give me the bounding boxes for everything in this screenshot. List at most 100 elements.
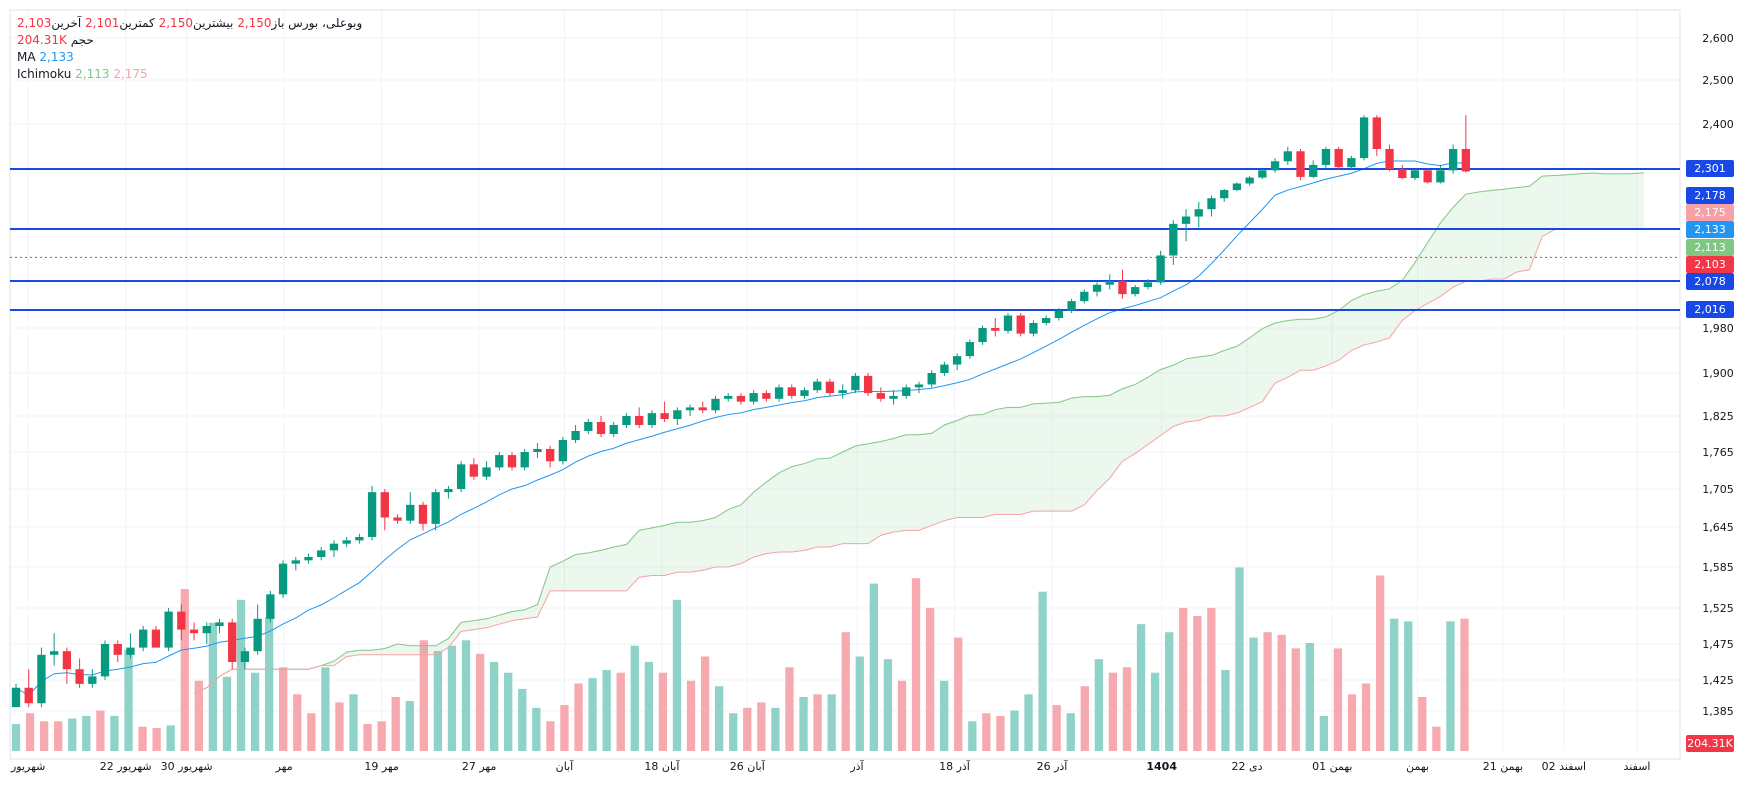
candle-up [304, 557, 313, 561]
candle-up [406, 504, 415, 521]
volume-bar [672, 599, 682, 751]
ohlc-row: وبوعلی، بورس باز2,150 بیشترین2,150 کمتری… [17, 15, 362, 32]
volume-bar [588, 678, 597, 751]
time-axis[interactable]: شهریور 22 شهریور 30 شهریور مهر 19 مهر 27 مهر آ… [10, 759, 1650, 773]
volume-bar [1122, 667, 1132, 751]
x-tick-label: 18 آبان [644, 759, 680, 773]
candle-up [1194, 209, 1203, 217]
price-tag: 2,113 [1686, 238, 1734, 256]
candle-up [100, 644, 110, 677]
volume-bar [644, 661, 653, 751]
candle-up [914, 384, 924, 388]
x-tick-label: 21 بهمن [1483, 760, 1523, 773]
volume-bar [1263, 632, 1272, 751]
candle-up [266, 594, 275, 619]
ichimoku-span-a: 2,113 [75, 67, 110, 81]
candle-up [1092, 284, 1102, 292]
candle-up [1309, 164, 1318, 177]
y-tick-label: 1,765 [1702, 446, 1734, 459]
candle-up [240, 651, 250, 662]
volume-bar [1319, 715, 1329, 751]
volume-bar [307, 713, 316, 751]
y-tick-label: 1,585 [1702, 561, 1734, 574]
volume-bar [54, 721, 63, 751]
candle-up [609, 425, 618, 434]
candle-up [571, 431, 580, 440]
volume-value: 204.31K [17, 33, 67, 47]
candle-down [596, 422, 606, 434]
candlesticks[interactable] [11, 115, 1470, 708]
candle-up [978, 328, 987, 343]
candle-down [762, 393, 771, 399]
ichimoku-row[interactable]: Ichimoku 2,113 2,175 [17, 66, 362, 83]
x-tick-label: 27 مهر [462, 760, 497, 773]
candle-up [202, 626, 211, 634]
volume-bar [841, 632, 850, 751]
volume-bar [686, 680, 696, 751]
volume-bar [658, 672, 668, 751]
symbol-name[interactable]: وبوعلی، بورس [288, 16, 363, 30]
candle-up [813, 381, 822, 391]
volume-bar [321, 667, 330, 751]
candle-down [62, 651, 72, 670]
ichimoku-span-b: 2,175 [113, 67, 148, 81]
plot-frame [9, 9, 1681, 760]
volume-bar [897, 680, 907, 751]
volume-bar [461, 640, 471, 751]
y-tick-label: 2,600 [1702, 32, 1734, 45]
candle-up [1436, 170, 1445, 183]
volume-bar [279, 667, 288, 751]
volume-bar [1404, 621, 1413, 751]
volume-bar [982, 713, 991, 751]
price-axis[interactable]: 2,600 2,500 2,400 1,980 1,900 1,825 1,765 1,705… [1702, 32, 1734, 718]
candle-up [685, 407, 695, 411]
candle-up [456, 464, 466, 489]
ma-label: MA [17, 50, 36, 64]
candle-up [584, 422, 593, 431]
volume-bar [1094, 659, 1104, 751]
candle-up [1232, 183, 1242, 191]
candle-up [1169, 223, 1178, 256]
low-label: کمترین [119, 16, 155, 30]
candle-down [1334, 149, 1343, 168]
x-tick-label: 02 اسفند [1542, 760, 1586, 773]
candle-up [11, 687, 21, 708]
candle-down [1398, 169, 1407, 178]
candle-up [291, 560, 300, 564]
y-tick-label: 1,525 [1702, 602, 1734, 615]
y-tick-label: 2,500 [1702, 74, 1734, 87]
candle-up [164, 611, 173, 648]
candle-up [952, 356, 962, 365]
candle-down [863, 375, 873, 394]
ma-row[interactable]: MA 2,133 [17, 49, 362, 66]
candle-down [660, 413, 669, 419]
horizontal-levels[interactable] [10, 168, 1680, 311]
candle-up [889, 395, 898, 399]
volume-bar [532, 707, 541, 751]
volume-bar [377, 721, 386, 751]
volume-bar [475, 653, 485, 751]
y-tick-label: 1,900 [1702, 367, 1734, 380]
candle-up [253, 618, 262, 652]
x-tick-label: 01 بهمن [1312, 760, 1352, 773]
price-tag: 2,103 [1686, 255, 1734, 273]
volume-bar [82, 715, 91, 751]
candle-up [1245, 177, 1254, 184]
volume-bar [293, 694, 302, 751]
candle-down [991, 328, 1000, 331]
span-b-line [193, 228, 1644, 695]
volume-bar [194, 680, 203, 751]
volume-bar [222, 676, 232, 751]
volume-bar [771, 707, 780, 751]
candle-down [635, 416, 644, 425]
volume-bar [883, 659, 893, 751]
volume-bar [447, 645, 457, 751]
candle-up [329, 543, 339, 551]
volume-bar [785, 667, 794, 751]
volume-bar [419, 640, 428, 751]
candle-up [1080, 291, 1089, 302]
x-tick-label: 18 آذر [939, 759, 971, 773]
candle-up [215, 622, 224, 626]
candle-up [1448, 149, 1458, 171]
